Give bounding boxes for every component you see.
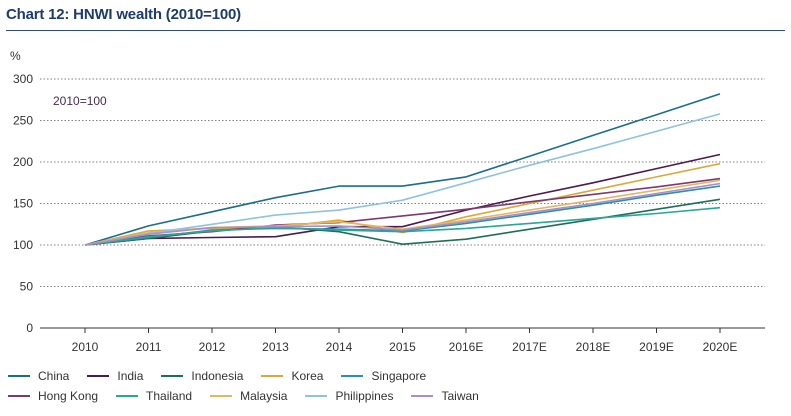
- legend: China India Indonesia Korea Singapore Hong K…: [8, 366, 568, 406]
- legend-item-indonesia: Indonesia: [161, 369, 243, 383]
- series-lines: [84, 93, 721, 246]
- legend-label: Philippines: [335, 389, 394, 403]
- y-axis-unit-label: %: [10, 49, 21, 63]
- legend-label: Taiwan: [441, 389, 479, 403]
- y-tick-label: 100: [13, 238, 33, 252]
- legend-label: China: [38, 369, 70, 383]
- x-tick-label: 2014: [326, 340, 353, 354]
- series-line-india: [84, 153, 721, 246]
- x-tick-label: 2010: [72, 340, 99, 354]
- legend-label: Hong Kong: [38, 389, 99, 403]
- legend-item-korea: Korea: [261, 369, 323, 383]
- series-line-thailand: [84, 206, 721, 246]
- x-tick-label: 2013: [262, 340, 289, 354]
- y-tick-label: 0: [26, 321, 33, 335]
- legend-label: Malaysia: [240, 389, 288, 403]
- legend-row: China India Indonesia Korea Singapore: [8, 366, 568, 386]
- legend-swatch: [261, 375, 284, 377]
- legend-row: Hong Kong Thailand Malaysia Philippines Taiw…: [8, 386, 568, 406]
- series-line-taiwan: [84, 182, 721, 246]
- legend-swatch: [8, 375, 30, 377]
- x-tick-label: 2020E: [703, 340, 738, 354]
- legend-swatch: [210, 395, 233, 397]
- legend-label: Korea: [291, 369, 324, 383]
- y-tick-label: 300: [13, 72, 33, 86]
- x-tick-label: 2011: [136, 340, 162, 354]
- legend-label: Singapore: [371, 369, 427, 383]
- y-tick-label: 200: [13, 155, 33, 169]
- legend-item-philippines: Philippines: [305, 389, 393, 403]
- legend-swatch: [116, 395, 139, 397]
- x-tick-label: 2015: [389, 340, 416, 354]
- grid-lines: [40, 78, 765, 329]
- legend-label: Thailand: [146, 389, 193, 403]
- x-tick-label: 2017E: [512, 340, 547, 354]
- legend-item-malaysia: Malaysia: [210, 389, 287, 403]
- chart-title: Chart 12: HNWI wealth (2010=100): [6, 6, 241, 23]
- y-tick-label: 150: [13, 197, 33, 211]
- base-year-annotation: 2010=100: [53, 94, 107, 108]
- x-tick-label: 2016E: [449, 340, 484, 354]
- series-line-philippines: [84, 113, 721, 246]
- y-tick-label: 250: [13, 114, 33, 128]
- legend-item-singapore: Singapore: [341, 369, 426, 383]
- legend-swatch: [161, 375, 184, 377]
- legend-item-china: China: [8, 369, 69, 383]
- legend-swatch: [87, 375, 110, 377]
- series-line-china: [84, 93, 721, 246]
- legend-swatch: [341, 375, 364, 377]
- x-axis-ticks: 2010 2011 2012 2013 2014 2015 2016E 2017E 2018E 2…: [72, 328, 738, 354]
- legend-item-thailand: Thailand: [116, 389, 192, 403]
- y-tick-label: 50: [20, 280, 34, 294]
- x-tick-label: 2019E: [639, 340, 674, 354]
- title-divider: [6, 30, 785, 31]
- legend-item-taiwan: Taiwan: [411, 389, 479, 403]
- legend-item-hong-kong: Hong Kong: [8, 389, 98, 403]
- legend-item-india: India: [87, 369, 143, 383]
- legend-label: Indonesia: [191, 369, 244, 383]
- x-tick-label: 2012: [199, 340, 226, 354]
- legend-label: India: [117, 369, 144, 383]
- x-tick-label: 2018E: [576, 340, 611, 354]
- legend-swatch: [411, 395, 434, 397]
- legend-swatch: [305, 395, 328, 397]
- y-axis-ticks: 0 50 100 150 200 250 300: [13, 72, 33, 335]
- legend-swatch: [8, 395, 30, 397]
